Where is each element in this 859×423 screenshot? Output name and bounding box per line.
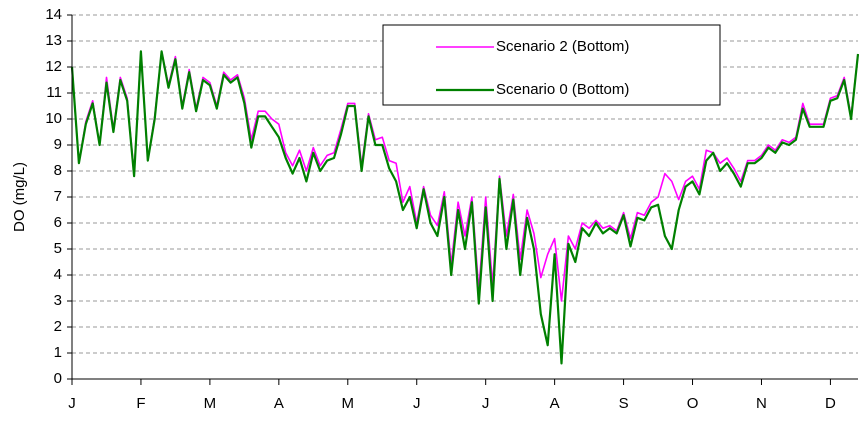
y-tick-label: 6 bbox=[54, 214, 62, 231]
x-tick-label: S bbox=[619, 395, 629, 412]
y-tick-label: 0 bbox=[54, 370, 62, 387]
series-line bbox=[71, 50, 859, 302]
x-tick-label: J bbox=[482, 395, 490, 412]
y-tick-label: 5 bbox=[54, 240, 62, 257]
x-tick-label: J bbox=[68, 395, 76, 412]
y-tick-label: 12 bbox=[45, 58, 62, 75]
y-tick-label: 13 bbox=[45, 32, 62, 49]
series-line bbox=[70, 50, 859, 365]
y-tick-label: 3 bbox=[54, 292, 62, 309]
y-tick-label: 11 bbox=[46, 84, 62, 101]
legend-label: Scenario 2 (Bottom) bbox=[496, 38, 629, 55]
y-tick-label: 7 bbox=[54, 188, 62, 205]
x-tick-label: J bbox=[413, 395, 421, 412]
x-tick-label: A bbox=[274, 395, 284, 412]
y-tick-label: 10 bbox=[45, 110, 62, 127]
x-tick-label: F bbox=[136, 395, 145, 412]
y-tick-label: 9 bbox=[54, 136, 62, 153]
y-tick-label: 2 bbox=[54, 318, 62, 335]
x-tick-label: D bbox=[825, 395, 836, 412]
x-tick-label: N bbox=[756, 395, 767, 412]
legend-label: Scenario 0 (Bottom) bbox=[496, 81, 629, 98]
legend: Scenario 2 (Bottom) Scenario 0 (Bottom) bbox=[382, 24, 721, 106]
y-tick-label: 4 bbox=[54, 266, 62, 283]
x-tick-label: M bbox=[342, 395, 355, 412]
legend-box bbox=[382, 24, 721, 106]
x-tick-label: O bbox=[687, 395, 699, 412]
y-axis-label: DO (mg/L) bbox=[11, 162, 28, 232]
y-tick-label: 1 bbox=[54, 344, 62, 361]
y-tick-label: 14 bbox=[45, 6, 62, 23]
x-tick-label: A bbox=[550, 395, 560, 412]
y-tick-label: 8 bbox=[54, 162, 62, 179]
x-tick-label: M bbox=[204, 395, 217, 412]
